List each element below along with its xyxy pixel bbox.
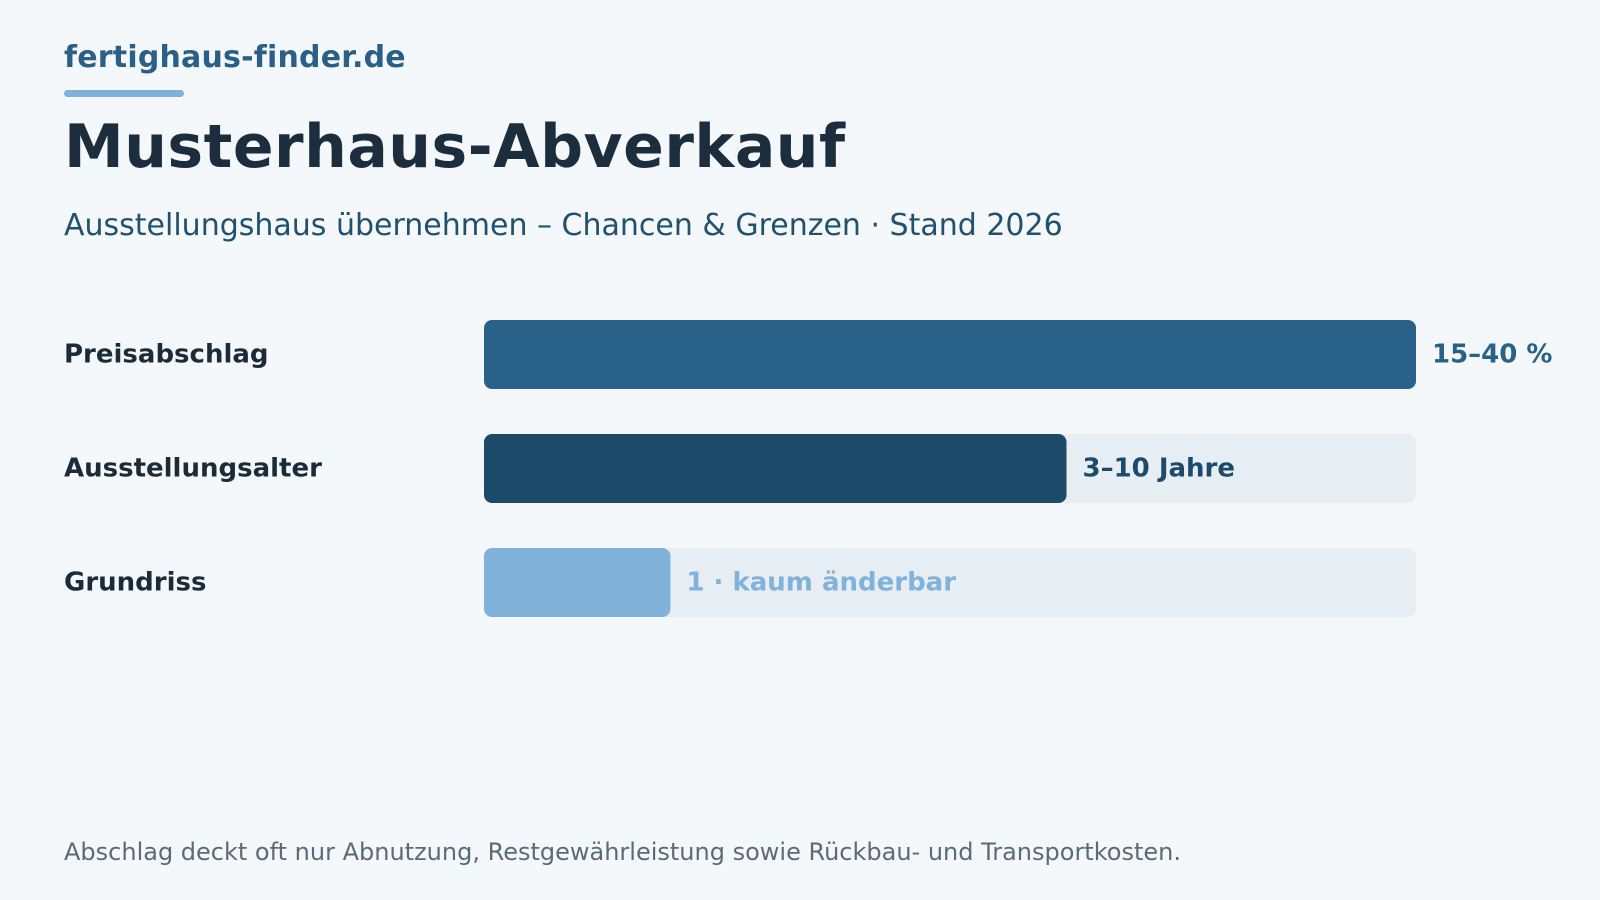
category-label: Grundriss: [64, 568, 206, 598]
brand-underline: [64, 90, 184, 97]
brand-name: fertighaus-finder.de: [64, 40, 406, 75]
page-title: Musterhaus-Abverkauf: [64, 112, 846, 182]
value-label: 3–10 Jahre: [1083, 454, 1236, 484]
category-label: Ausstellungsalter: [64, 454, 322, 484]
category-label: Preisabschlag: [64, 340, 269, 370]
bar: [484, 548, 671, 617]
bar-track: [484, 548, 1416, 617]
footnote: Abschlag deckt oft nur Abnutzung, Restge…: [64, 838, 1181, 866]
value-label: 15–40 %: [1432, 340, 1552, 370]
value-label: 1 · kaum änderbar: [686, 568, 956, 598]
page-subtitle: Ausstellungshaus übernehmen – Chancen & …: [64, 208, 1063, 243]
bar: [484, 320, 1416, 389]
bar: [484, 434, 1067, 503]
